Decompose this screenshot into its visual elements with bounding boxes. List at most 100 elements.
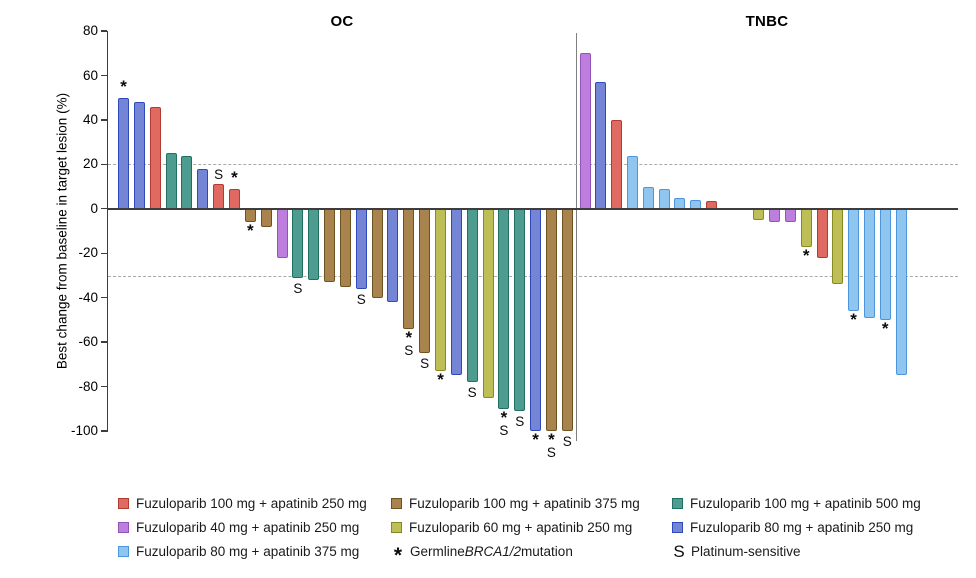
bar [181,155,193,209]
legend-label: Fuzuloparib 80 mg + apatinib 250 mg [690,520,914,535]
legend-label: mutation [521,544,573,559]
bar [339,208,351,287]
legend-swatch-f80a375 [118,546,129,557]
zero-baseline [107,208,958,210]
bar [863,208,875,318]
y-tick-label: -60 [78,334,98,350]
bar [403,208,415,329]
y-tick [101,119,107,121]
bar [260,208,272,227]
legend-label-italic: BRCA1/2 [464,544,522,559]
legend-swatch-f100a500 [672,497,683,509]
platinum-sensitive-mark: S [404,342,414,358]
bar [371,208,383,298]
y-tick-label: 0 [90,200,98,216]
bar [118,97,129,209]
legend-item-f60a250: Fuzuloparib 60 mg + apatinib 250 mg [391,520,632,536]
bar [435,208,446,371]
bar [466,208,478,383]
brca-mutation-mark: * [437,370,444,389]
platinum-sensitive-mark: S [214,167,224,183]
bar [292,208,304,278]
y-tick [101,252,107,254]
bar [769,208,781,223]
legend-label: Fuzuloparib 100 mg + apatinib 500 mg [690,495,921,511]
legend-swatch-f80a250 [672,522,683,533]
legend-swatch-f100a250 [118,497,129,509]
bar [674,197,686,209]
y-axis-line [107,31,109,432]
bar [244,208,256,223]
panel-title-oc: OC [330,13,354,30]
panel-title-tnbc: TNBC [745,13,789,30]
bar [832,208,844,285]
bar [626,155,638,209]
bar [324,208,335,283]
platinum-sensitive-mark: S [515,414,525,429]
legend-item-f100a500: Fuzuloparib 100 mg + apatinib 500 mg [672,495,921,511]
bar [276,208,288,258]
bar [658,188,670,209]
platinum-sensitive-symbol: S [673,541,685,561]
legend-item-f100a375: Fuzuloparib 100 mg + apatinib 375 mg [391,495,640,511]
threshold-line [108,164,958,166]
legend-item-s: S Platinum-sensitive [672,541,800,561]
legend-label: Fuzuloparib 100 mg + apatinib 375 mg [409,495,640,511]
y-tick-label: -80 [78,378,98,394]
bar [213,184,225,209]
brca-mutation-mark: * [532,430,539,449]
bar [642,186,654,209]
legend-label: Fuzuloparib 60 mg + apatinib 250 mg [409,520,633,535]
bar [879,208,891,320]
bar [482,208,494,398]
bar [149,106,161,209]
brca-mutation-mark: * [881,318,889,338]
y-tick [101,297,107,299]
bar [197,168,209,209]
platinum-sensitive-mark: S [546,445,556,460]
bar [165,153,177,209]
bar [419,208,431,354]
platinum-sensitive-mark: S [499,422,509,438]
legend-item-f40a250: Fuzuloparib 40 mg + apatinib 250 mg [118,520,359,536]
y-tick [101,74,107,77]
bar [561,208,573,431]
bar [228,188,240,209]
y-tick [101,341,107,343]
y-tick-label: 40 [82,111,98,127]
y-tick-label: -100 [70,423,98,438]
bar [514,208,526,411]
platinum-sensitive-mark: S [562,434,572,449]
bar [895,208,907,376]
legend-item-f100a250: Fuzuloparib 100 mg + apatinib 250 mg [118,495,367,511]
bar [848,208,860,311]
legend-label: Fuzuloparib 80 mg + apatinib 375 mg [136,544,360,559]
y-tick [101,430,107,432]
bar [784,208,796,223]
brca-mutation-mark: * [802,245,810,265]
y-tick [101,385,107,388]
legend-item-f80a375: Fuzuloparib 80 mg + apatinib 375 mg [118,544,359,560]
legend-item-f80a250: Fuzuloparib 80 mg + apatinib 250 mg [672,520,913,536]
legend-label: Fuzuloparib 40 mg + apatinib 250 mg [136,520,360,535]
y-tick-label: 80 [82,23,98,38]
y-tick [101,208,107,210]
bar [387,208,399,303]
bar [530,208,542,431]
brca-mutation-mark: * [500,407,508,427]
panel-divider [576,33,578,441]
legend-label: Germline [410,544,465,559]
bar [595,82,607,209]
brca-mutation-mark: * [231,167,238,187]
bar [800,208,812,247]
y-tick-label: 60 [82,67,98,83]
platinum-sensitive-mark: S [293,280,303,296]
legend-label: Fuzuloparib 100 mg + apatinib 250 mg [136,495,367,511]
brca-mutation-mark: * [246,221,254,241]
y-tick-label: -40 [78,289,98,305]
brca-mutation-mark: * [548,430,555,449]
y-axis-label: Best change from baseline in target lesi… [54,92,70,370]
legend-item-star: * Germline BRCA1/2 mutation [391,544,573,566]
legend-swatch-f100a375 [391,497,402,509]
